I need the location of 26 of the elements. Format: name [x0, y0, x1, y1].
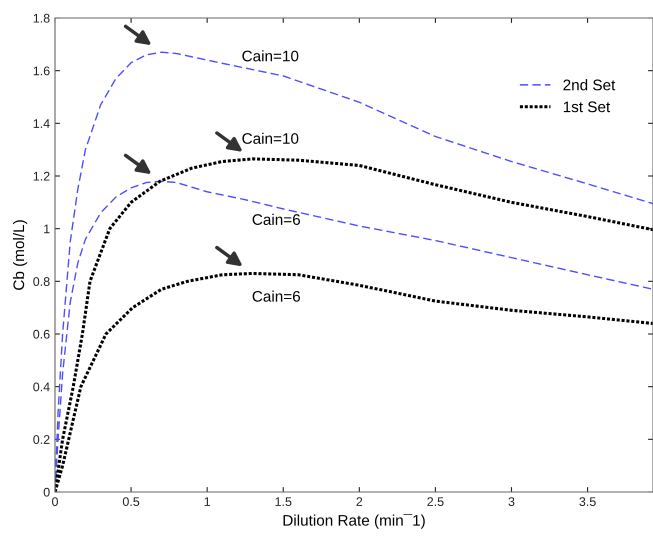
- x-tick-label: 2: [356, 497, 362, 506]
- y-tick-label: 0.8: [33, 277, 50, 286]
- x-tick-label: 0.5: [122, 497, 140, 506]
- y-tick-label: 1.2: [34, 172, 50, 181]
- y-axis-title: Cb (mol/L): [12, 220, 28, 290]
- annotation: Cain=6: [252, 290, 300, 302]
- x-axis-title: Dilution Rate (min¯1): [284, 514, 425, 529]
- x-tick-label: 3: [508, 497, 514, 506]
- x-tick-label: 1.5: [276, 497, 292, 506]
- x-tick-label: 0: [52, 497, 58, 506]
- y-tick-label: 0.2: [33, 435, 50, 444]
- annotation: Cain=10: [242, 132, 298, 144]
- y-tick-label: 1.6: [34, 66, 50, 76]
- y-tick-label: 1: [44, 224, 50, 234]
- annotation: Cain=6: [252, 214, 300, 225]
- annotation: Cain=10: [242, 50, 298, 62]
- legend-label: 1st Set: [564, 101, 610, 112]
- x-tick-label: 3.5: [579, 497, 596, 506]
- y-tick-label: 1.8: [34, 14, 50, 23]
- y-tick-label: 0.4: [33, 382, 50, 392]
- y-tick-label: 0: [44, 488, 50, 497]
- x-tick-label: 1: [204, 497, 210, 506]
- legend-label: 2nd Set: [563, 79, 616, 90]
- y-tick-label: 0.6: [33, 330, 50, 339]
- x-tick-label: 2.5: [427, 497, 444, 506]
- y-tick-label: 1.4: [34, 119, 50, 128]
